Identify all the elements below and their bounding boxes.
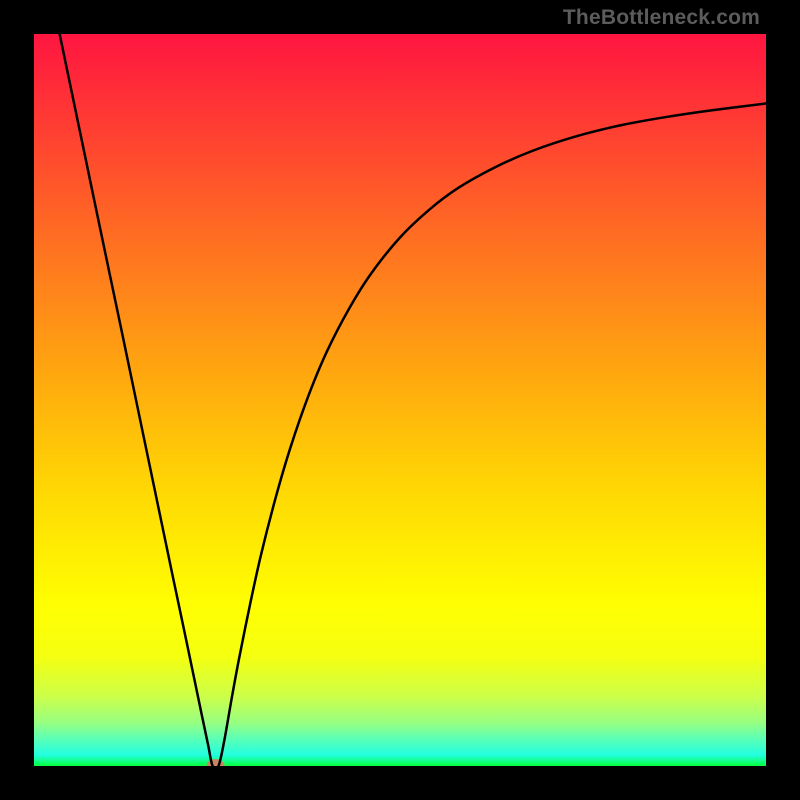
curve-layer [34,34,766,766]
chart-frame: TheBottleneck.com [0,0,800,800]
watermark-text: TheBottleneck.com [563,6,760,30]
plot-area [34,34,766,766]
curve-path [60,34,766,766]
min-marker [207,759,225,766]
